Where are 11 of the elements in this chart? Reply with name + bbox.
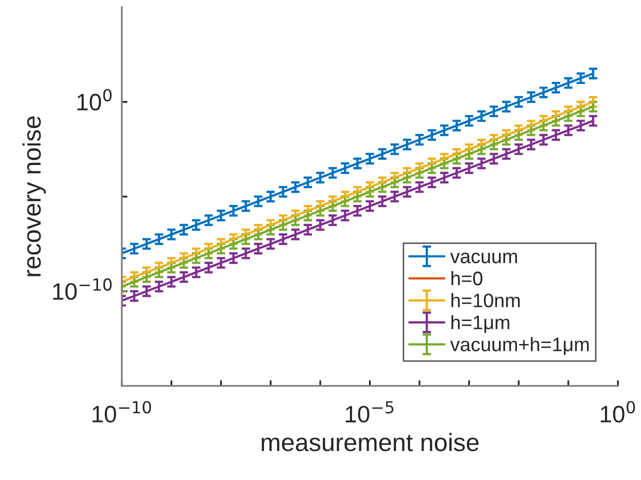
line-series (122, 72, 594, 254)
legend-label: vacuum+h=1μm (450, 337, 589, 355)
y-axis-title: recovery noise (22, 116, 46, 276)
legend-label: vacuum (450, 252, 517, 264)
legend-label: h=0 (451, 271, 482, 286)
x-axis-title: measurement noise (262, 432, 479, 452)
x-tick-label: 10$^{−10}$ (92, 400, 152, 423)
legend-label: h=1μm (451, 315, 510, 333)
x-tick-label: 10$^{0}$ (600, 400, 635, 423)
legend-label: h=10nm (451, 293, 520, 308)
x-tick-label: 10$^{−5}$ (346, 401, 394, 423)
